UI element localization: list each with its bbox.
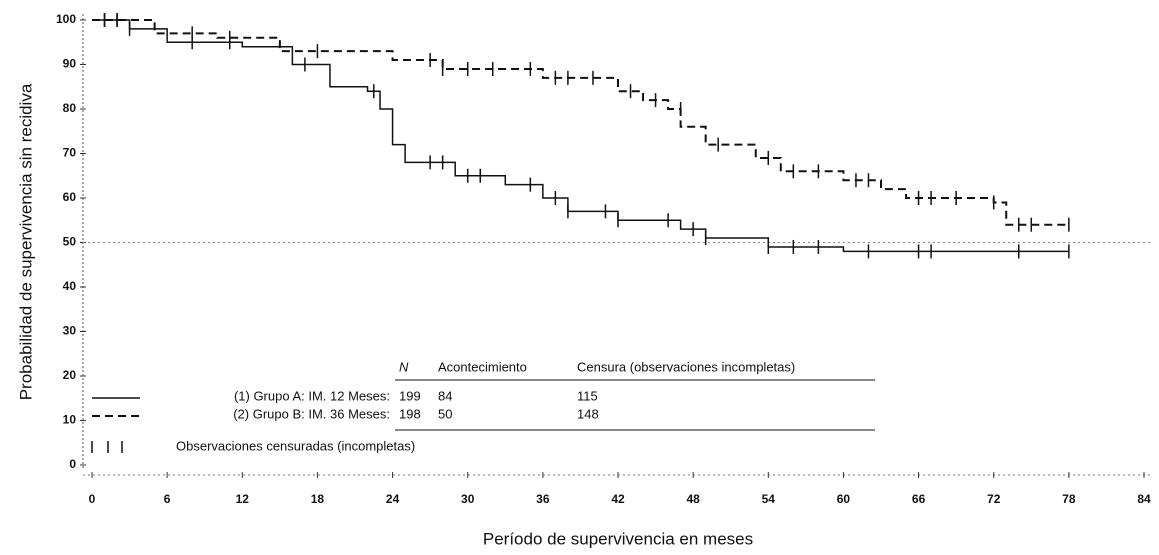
survival-curve — [92, 19, 1069, 226]
x-tick-label: 0 — [89, 492, 96, 506]
legend-label: Observaciones censuradas (incompletas) — [176, 438, 415, 453]
x-tick-label: 6 — [164, 492, 171, 506]
legend-header: Acontecimiento — [438, 359, 527, 374]
x-tick-label: 12 — [236, 492, 250, 506]
y-tick-label: 90 — [63, 57, 77, 71]
y-tick-label: 80 — [63, 101, 77, 115]
y-tick-label: 70 — [63, 146, 77, 160]
x-tick-label: 66 — [912, 492, 926, 506]
y-tick-label: 40 — [63, 279, 77, 293]
x-tick-label: 60 — [837, 492, 851, 506]
x-tick-label: 84 — [1137, 492, 1151, 506]
legend-label: (2) Grupo B: IM. 36 Meses: — [233, 406, 390, 421]
legend-cell: 148 — [577, 406, 599, 421]
legend-censor-symbol — [91, 441, 123, 453]
legend-header: Censura (observaciones incompletas) — [577, 359, 795, 374]
y-tick-label: 60 — [63, 190, 77, 204]
y-tick-label: 20 — [63, 368, 77, 382]
legend-cell: 199 — [399, 388, 421, 403]
y-tick-label: 30 — [63, 324, 77, 338]
x-tick-label: 42 — [611, 492, 625, 506]
x-tick-label: 72 — [987, 492, 1001, 506]
legend-cell: 198 — [399, 406, 421, 421]
x-tick-label: 48 — [686, 492, 700, 506]
x-tick-label: 24 — [386, 492, 400, 506]
x-tick-label: 30 — [461, 492, 475, 506]
survival-curve — [92, 19, 1069, 253]
x-tick-label: 54 — [762, 492, 776, 506]
x-tick-label: 18 — [311, 492, 325, 506]
y-tick-label: 10 — [63, 413, 77, 427]
x-tick-label: 36 — [536, 492, 550, 506]
legend-cell: 115 — [577, 388, 598, 403]
y-tick-label: 50 — [63, 235, 77, 249]
y-tick-label: 100 — [56, 12, 76, 26]
legend-label: (1) Grupo A: IM. 12 Meses: — [234, 388, 390, 403]
legend-cell: 84 — [438, 388, 452, 403]
y-tick-label: 0 — [69, 457, 76, 471]
x-axis-title: Período de supervivencia en meses — [483, 529, 753, 548]
legend-cell: 50 — [438, 406, 452, 421]
legend-header: N — [399, 359, 409, 374]
x-tick-label: 78 — [1062, 492, 1076, 506]
y-axis-title: Probabilidad de supervivencia sin recidi… — [16, 83, 35, 400]
